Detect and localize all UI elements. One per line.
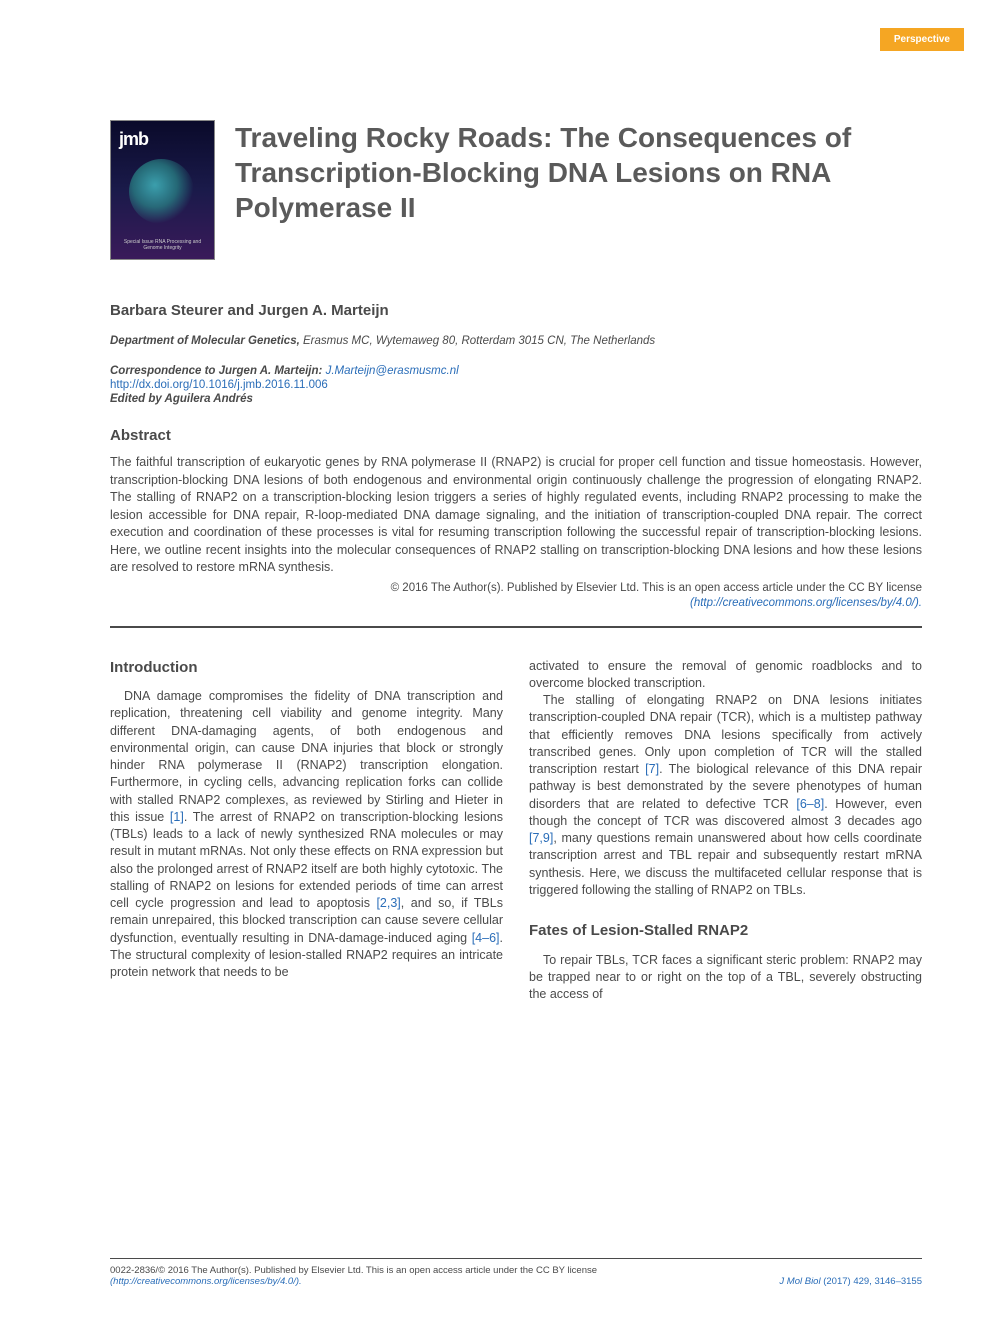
edited-by: Edited by Aguilera Andrés (110, 393, 922, 405)
content-container: jmb Special Issue RNA Processing and Gen… (110, 120, 922, 1003)
ref-link-2-3[interactable]: [2,3] (376, 896, 400, 910)
article-type-badge: Perspective (880, 28, 964, 51)
column-left: Introduction DNA damage compromises the … (110, 658, 503, 1004)
column-right: activated to ensure the removal of genom… (529, 658, 922, 1004)
footer-left: 0022-2836/© 2016 The Author(s). Publishe… (110, 1265, 759, 1287)
ref-link-4-6[interactable]: [4–6] (472, 931, 500, 945)
journal-logo: jmb (119, 129, 148, 150)
correspondence-email-link[interactable]: J.Marteijn@erasmusmc.nl (326, 365, 459, 377)
ref-link-7[interactable]: [7] (645, 762, 659, 776)
abstract-copyright: © 2016 The Author(s). Published by Elsev… (110, 581, 922, 612)
journal-cover-thumbnail: jmb Special Issue RNA Processing and Gen… (110, 120, 215, 260)
copyright-text: © 2016 The Author(s). Published by Elsev… (391, 582, 922, 594)
footer-issn: 0022-2836/© 2016 The Author(s). Publishe… (110, 1265, 597, 1276)
intro-paragraph-2: The stalling of elongating RNAP2 on DNA … (529, 692, 922, 899)
divider (110, 626, 922, 628)
introduction-heading: Introduction (110, 658, 503, 679)
cover-art (129, 159, 194, 224)
cc-license-link[interactable]: (http://creativecommons.org/licenses/by/… (690, 597, 922, 609)
ref-link-1[interactable]: [1] (170, 810, 184, 824)
footer-cc-link[interactable]: (http://creativecommons.org/licenses/by/… (110, 1276, 302, 1287)
affiliation-dept: Department of Molecular Genetics, (110, 335, 300, 347)
page-footer: 0022-2836/© 2016 The Author(s). Publishe… (110, 1258, 922, 1287)
intro-paragraph-1: DNA damage compromises the fidelity of D… (110, 688, 503, 981)
doi-link[interactable]: http://dx.doi.org/10.1016/j.jmb.2016.11.… (110, 379, 922, 391)
abstract-text: The faithful transcription of eukaryotic… (110, 454, 922, 577)
abstract-heading: Abstract (110, 427, 922, 444)
affiliation-rest: Erasmus MC, Wytemaweg 80, Rotterdam 3015… (300, 335, 655, 347)
authors: Barbara Steurer and Jurgen A. Marteijn (110, 302, 922, 319)
footer-journal: J Mol Biol (779, 1276, 820, 1287)
text-run: , many questions remain unanswered about… (529, 831, 922, 897)
article-title: Traveling Rocky Roads: The Consequences … (235, 120, 922, 260)
fates-heading: Fates of Lesion-Stalled RNAP2 (529, 921, 922, 942)
intro-continuation: activated to ensure the removal of genom… (529, 658, 922, 693)
ref-link-6-8[interactable]: [6–8] (796, 797, 824, 811)
correspondence-label: Correspondence to Jurgen A. Marteijn: (110, 365, 322, 377)
ref-link-7-9[interactable]: [7,9] (529, 831, 553, 845)
body-columns: Introduction DNA damage compromises the … (110, 658, 922, 1004)
fates-paragraph-1: To repair TBLs, TCR faces a significant … (529, 952, 922, 1004)
footer-citation: J Mol Biol (2017) 429, 3146–3155 (759, 1265, 922, 1287)
cover-issue-text: Special Issue RNA Processing and Genome … (117, 239, 208, 251)
correspondence-line: Correspondence to Jurgen A. Marteijn: J.… (110, 365, 922, 377)
affiliation: Department of Molecular Genetics, Erasmu… (110, 335, 922, 347)
header-row: jmb Special Issue RNA Processing and Gen… (110, 120, 922, 260)
text-run: DNA damage compromises the fidelity of D… (110, 689, 503, 824)
footer-pages: (2017) 429, 3146–3155 (821, 1276, 922, 1287)
